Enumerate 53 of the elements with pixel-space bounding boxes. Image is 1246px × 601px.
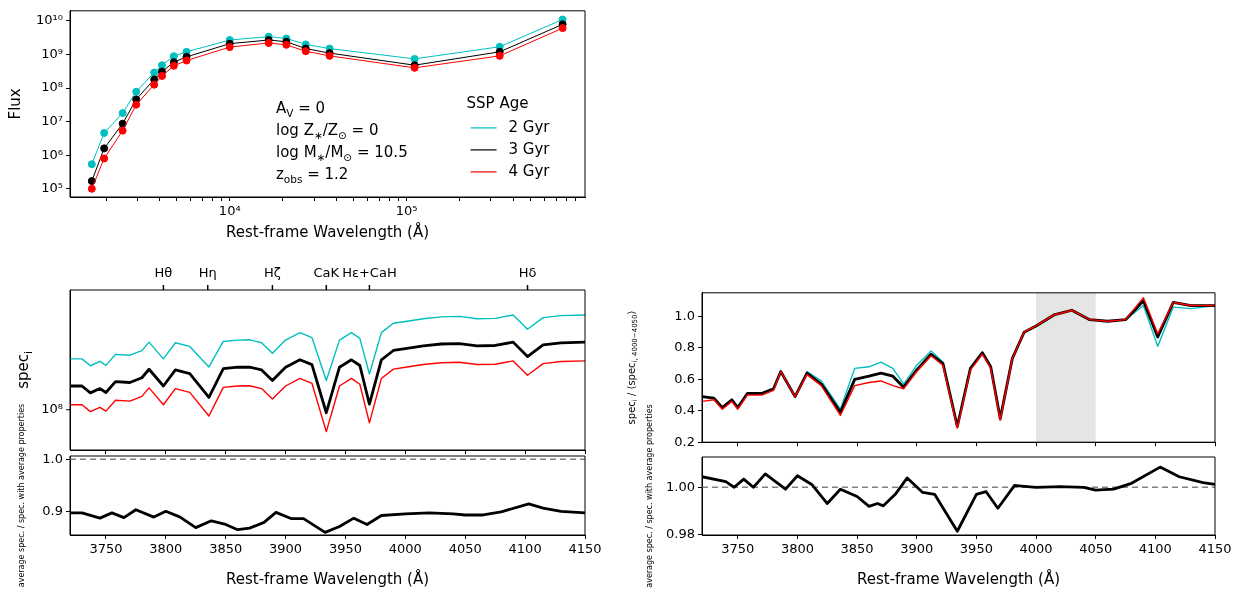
annotation: Hε+CaH	[342, 265, 397, 281]
y-tick-label: 0.2	[674, 433, 695, 449]
x-tick-label: 4150	[568, 541, 602, 557]
y-axis-title: average spec. / spec. with average properties	[17, 403, 27, 588]
annotation: Hδ	[518, 265, 537, 281]
y-tick-label: 10⁵	[41, 180, 63, 196]
x-axis-title: Rest-frame Wavelength (Å)	[856, 568, 1061, 588]
y-axis-title: average spec. / spec. with average properties	[645, 404, 655, 588]
y-tick-label: 0.8	[674, 339, 695, 355]
y-tick-label: 0.98	[666, 525, 695, 541]
y-tick-label: 1.0	[42, 450, 63, 466]
y-tick-label: 0.4	[674, 402, 695, 418]
y-tick-label: 0.6	[674, 370, 695, 386]
annotation: log M∗/M⊙ = 10.5	[276, 143, 408, 164]
annotation: log Z∗/Z⊙ = 0	[276, 121, 379, 142]
x-tick-label: 3850	[209, 541, 243, 557]
x-tick-label: 4100	[1138, 541, 1172, 557]
y-tick-label: 10⁷	[41, 113, 63, 129]
annotation: Hθ	[154, 265, 173, 281]
y-axis-title: speci	[13, 351, 34, 389]
x-tick-label: 3800	[149, 541, 183, 557]
y-axis-title: Flux	[5, 88, 24, 120]
y-tick-label: 1.00	[666, 478, 695, 494]
legend-label: 2 Gyr	[508, 117, 551, 136]
x-tick-label: 4000	[388, 541, 422, 557]
y-tick-label: 10⁸	[41, 79, 63, 95]
y-tick-label: 10⁶	[41, 146, 63, 162]
x-tick-label: 3750	[721, 541, 755, 557]
x-tick-label: 4050	[1079, 541, 1113, 557]
x-tick-label: 3950	[959, 541, 993, 557]
x-tick-label: 3900	[269, 541, 303, 557]
y-tick-label: 1.0	[674, 307, 695, 323]
legend-title: SSP Age	[466, 93, 529, 112]
x-tick-label: 10⁴	[218, 203, 241, 219]
y-tick-label: 10¹⁰	[36, 12, 63, 28]
x-tick-label: 3850	[840, 541, 874, 557]
annotation: Hζ	[263, 265, 281, 281]
legend-label: 4 Gyr	[508, 161, 551, 180]
annotation: Hη	[198, 265, 217, 281]
x-tick-label: 3950	[328, 541, 363, 557]
x-tick-label: 3750	[89, 541, 123, 557]
y-tick-label: 10⁹	[41, 45, 63, 61]
x-tick-label: 4000	[1019, 541, 1053, 557]
annotation: CaK	[313, 265, 340, 281]
x-tick-label: 4050	[448, 541, 482, 557]
x-tick-label: 3900	[900, 541, 934, 557]
x-axis-title: Rest-frame Wavelength (Å)	[225, 221, 430, 241]
x-tick-label: 3800	[780, 541, 814, 557]
x-tick-label: 4100	[508, 541, 542, 557]
legend-label: 3 Gyr	[508, 139, 551, 158]
x-axis-title: Rest-frame Wavelength (Å)	[225, 568, 430, 588]
y-tick-label: 0.9	[42, 503, 63, 519]
x-tick-label: 4150	[1198, 541, 1232, 557]
